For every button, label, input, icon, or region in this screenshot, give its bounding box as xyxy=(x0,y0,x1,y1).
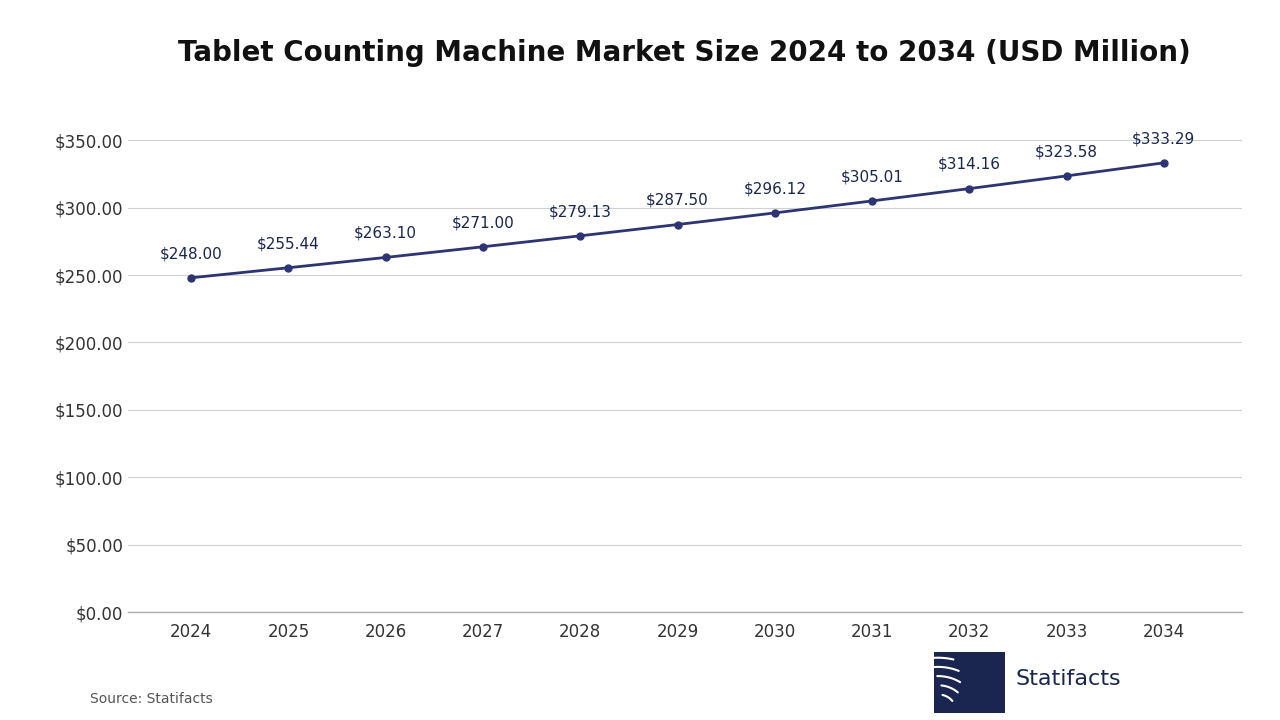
Text: $279.13: $279.13 xyxy=(549,204,612,219)
Text: Source: Statifacts: Source: Statifacts xyxy=(90,692,212,706)
Text: $314.16: $314.16 xyxy=(938,157,1001,172)
Text: $255.44: $255.44 xyxy=(257,236,320,251)
Text: $271.00: $271.00 xyxy=(452,215,515,230)
Text: $305.01: $305.01 xyxy=(841,169,904,184)
Text: $248.00: $248.00 xyxy=(160,246,223,261)
Text: $263.10: $263.10 xyxy=(355,226,417,240)
Text: $287.50: $287.50 xyxy=(646,193,709,208)
Text: $333.29: $333.29 xyxy=(1133,131,1196,146)
Text: $296.12: $296.12 xyxy=(744,181,806,197)
Text: $323.58: $323.58 xyxy=(1036,144,1098,159)
Title: Tablet Counting Machine Market Size 2024 to 2034 (USD Million): Tablet Counting Machine Market Size 2024… xyxy=(178,40,1192,68)
Text: Statifacts: Statifacts xyxy=(1015,669,1121,688)
